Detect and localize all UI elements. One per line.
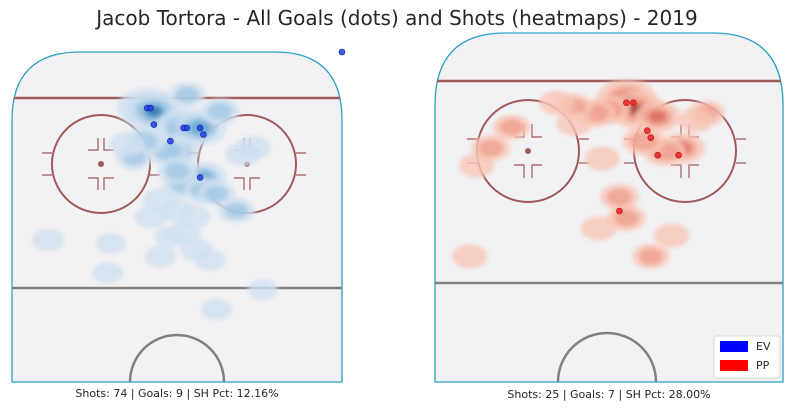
goal-dot-ev-6 [200, 131, 207, 138]
chart-title: Jacob Tortora - All Goals (dots) and Sho… [96, 6, 698, 30]
legend-swatch-ev [720, 341, 748, 352]
goal-dot-ev-2 [150, 121, 158, 128]
goal-dot-pp-5 [675, 151, 682, 159]
goal-dot-pp-1 [630, 99, 637, 107]
legend-label-ev: EV [756, 340, 771, 353]
heatmap-ev [32, 82, 278, 321]
stats-caption-ev: Shots: 74 | Goals: 9 | SH Pct: 12.16% [75, 387, 279, 400]
shot-density-ev-29-0 [95, 233, 127, 254]
faceoff-dot-left-1 [98, 161, 104, 167]
shot-density-ev-22-0 [134, 206, 167, 228]
shot-density-pp-15-0 [459, 153, 495, 178]
legend: EV PP [713, 335, 781, 379]
shot-density-pp-12-0 [539, 90, 575, 115]
goal-dot-pp-6 [616, 207, 623, 215]
shot-density-ev-32-0 [200, 298, 233, 321]
stats-caption-pp: Shots: 25 | Goals: 7 | SH Pct: 28.00% [507, 388, 711, 401]
legend-swatch-pp [720, 360, 748, 371]
shot-density-pp-11-0 [678, 108, 714, 133]
goal-dot-pp-2 [643, 127, 651, 135]
shot-density-ev-27-0 [144, 245, 177, 268]
shot-density-ev-14-1 [164, 162, 190, 180]
shot-density-ev-19-0 [235, 135, 271, 160]
shot-density-pp-22-0 [653, 223, 690, 248]
shot-density-ev-11-1 [224, 202, 249, 219]
center-circle-right [556, 331, 658, 383]
shot-density-pp-5-1 [630, 131, 658, 151]
shot-density-pp-21-1 [638, 248, 663, 265]
goal-dot-pp-4 [654, 151, 662, 159]
shot-density-ev-31-0 [247, 279, 278, 300]
shot-density-ev-12-1 [207, 102, 233, 120]
shot-density-ev-13-1 [175, 86, 199, 103]
heatmap-pp [452, 78, 726, 270]
shot-density-ev-10-1 [204, 185, 229, 202]
goal-dot-ev-5 [196, 124, 204, 132]
rink-left [11, 48, 346, 383]
goal-dot-pp-3 [647, 134, 655, 141]
shot-density-pp-20-0 [452, 244, 488, 269]
faceoff-dot-right-1 [525, 148, 531, 154]
rink-right [434, 32, 784, 383]
shot-density-ev-17-0 [109, 132, 146, 157]
shot-density-ev-26-0 [194, 249, 226, 271]
goal-dot-ev-8 [196, 174, 204, 181]
goal-dot-pp-0 [623, 99, 630, 107]
goals-ev [144, 48, 346, 181]
goal-dot-ev-1 [147, 104, 154, 112]
shot-density-pp-13-1 [499, 119, 524, 136]
goal-dot-ev-9 [338, 48, 346, 56]
shot-density-pp-16-0 [584, 146, 620, 171]
goal-dot-ev-7 [167, 137, 174, 145]
shot-density-ev-30-0 [92, 262, 124, 284]
shot-density-pp-2-2 [648, 110, 667, 123]
shot-density-pp-19-0 [580, 216, 617, 241]
shot-density-pp-17-1 [606, 188, 632, 206]
goals-pp [616, 99, 682, 215]
center-circle-left [128, 333, 226, 383]
shot-density-ev-28-0 [32, 229, 65, 251]
shot-density-pp-9-0 [556, 111, 592, 136]
goal-dot-ev-4 [183, 124, 191, 132]
legend-label-pp: PP [756, 359, 770, 372]
shot-density-pp-14-1 [478, 139, 504, 157]
